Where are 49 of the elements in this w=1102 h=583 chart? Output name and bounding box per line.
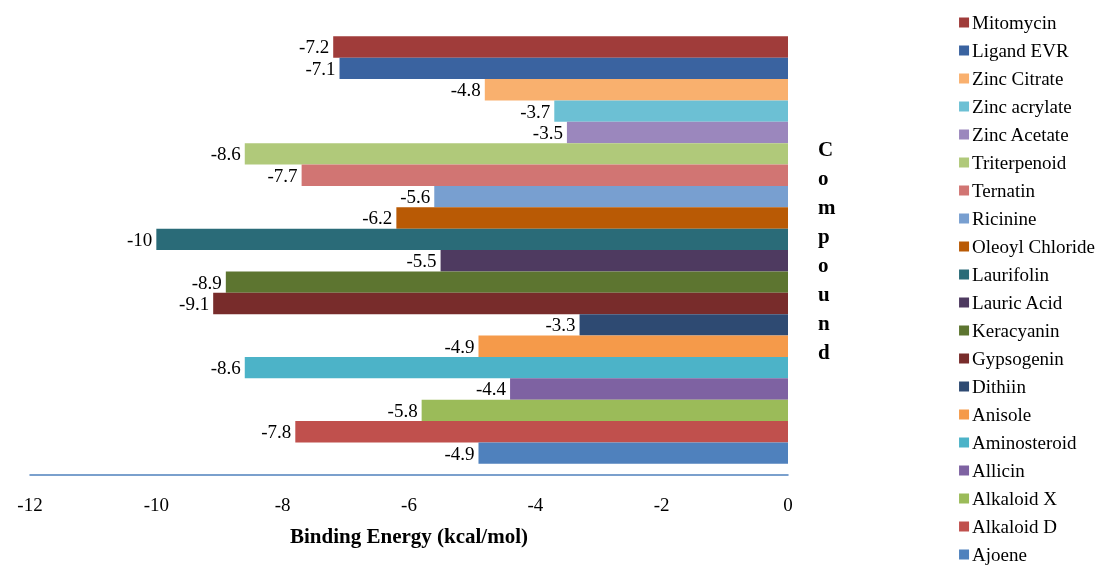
legend-label: Laurifolin [972, 264, 1050, 285]
data-label: -6.2 [362, 207, 393, 229]
data-label: -4.8 [450, 79, 481, 101]
legend-label: Ternatin [972, 180, 1036, 201]
data-label: -5.8 [387, 399, 418, 421]
legend-label: Dithiin [972, 376, 1027, 397]
legend-label: Oleoyl Chloride [972, 236, 1095, 257]
data-label: -3.5 [532, 121, 563, 143]
data-label: -5.5 [406, 250, 437, 272]
data-label: -8.6 [210, 143, 241, 165]
x-tick-label: -2 [653, 494, 670, 515]
data-label: -10 [127, 228, 153, 250]
data-label: -7.7 [267, 164, 298, 186]
legend-label: Ajoene [972, 544, 1027, 565]
x-tick-label: -12 [17, 494, 43, 515]
legend-label: Zinc Citrate [972, 68, 1064, 89]
x-tick-label: -8 [274, 494, 291, 515]
legend-label: Zinc Acetate [972, 124, 1069, 145]
x-tick-label: -10 [143, 494, 169, 515]
legend-label: Anisole [972, 404, 1032, 425]
x-axis-title: Binding Energy (kcal/mol) [289, 523, 529, 548]
data-label: -4.4 [475, 378, 507, 400]
legend-label: Gypsogenin [972, 348, 1065, 369]
y-axis-title: Compound [818, 136, 836, 364]
data-label: -8.6 [210, 357, 241, 379]
data-label: -5.6 [400, 186, 431, 208]
legend-label: Zinc acrylate [972, 96, 1072, 117]
x-tick-label: -4 [527, 494, 544, 515]
data-label: -8.9 [191, 271, 222, 293]
legend-label: Alkaloid D [972, 516, 1058, 537]
data-label: -7.1 [305, 57, 336, 79]
legend-label: Lauric Acid [972, 292, 1063, 313]
legend-label: Allicin [972, 460, 1026, 481]
x-tick-label: 0 [783, 494, 793, 515]
legend-label: Mitomycin [972, 12, 1057, 33]
data-label: -4.9 [444, 442, 475, 464]
legend-label: Alkaloid X [972, 488, 1058, 509]
data-label: -3.7 [520, 100, 551, 122]
legend-label: Ricinine [972, 208, 1037, 229]
legend-label: Keracyanin [972, 320, 1061, 341]
data-label: -3.3 [545, 314, 576, 336]
legend-label: Ligand EVR [972, 40, 1069, 61]
data-label: -4.9 [444, 335, 475, 357]
x-tick-label: -6 [401, 494, 417, 515]
legend-label: Aminosteroid [972, 432, 1078, 453]
data-label: -7.2 [299, 36, 330, 58]
data-label: -9.1 [179, 292, 210, 314]
legend-label: Triterpenoid [972, 152, 1067, 173]
data-label: -7.8 [261, 421, 292, 443]
